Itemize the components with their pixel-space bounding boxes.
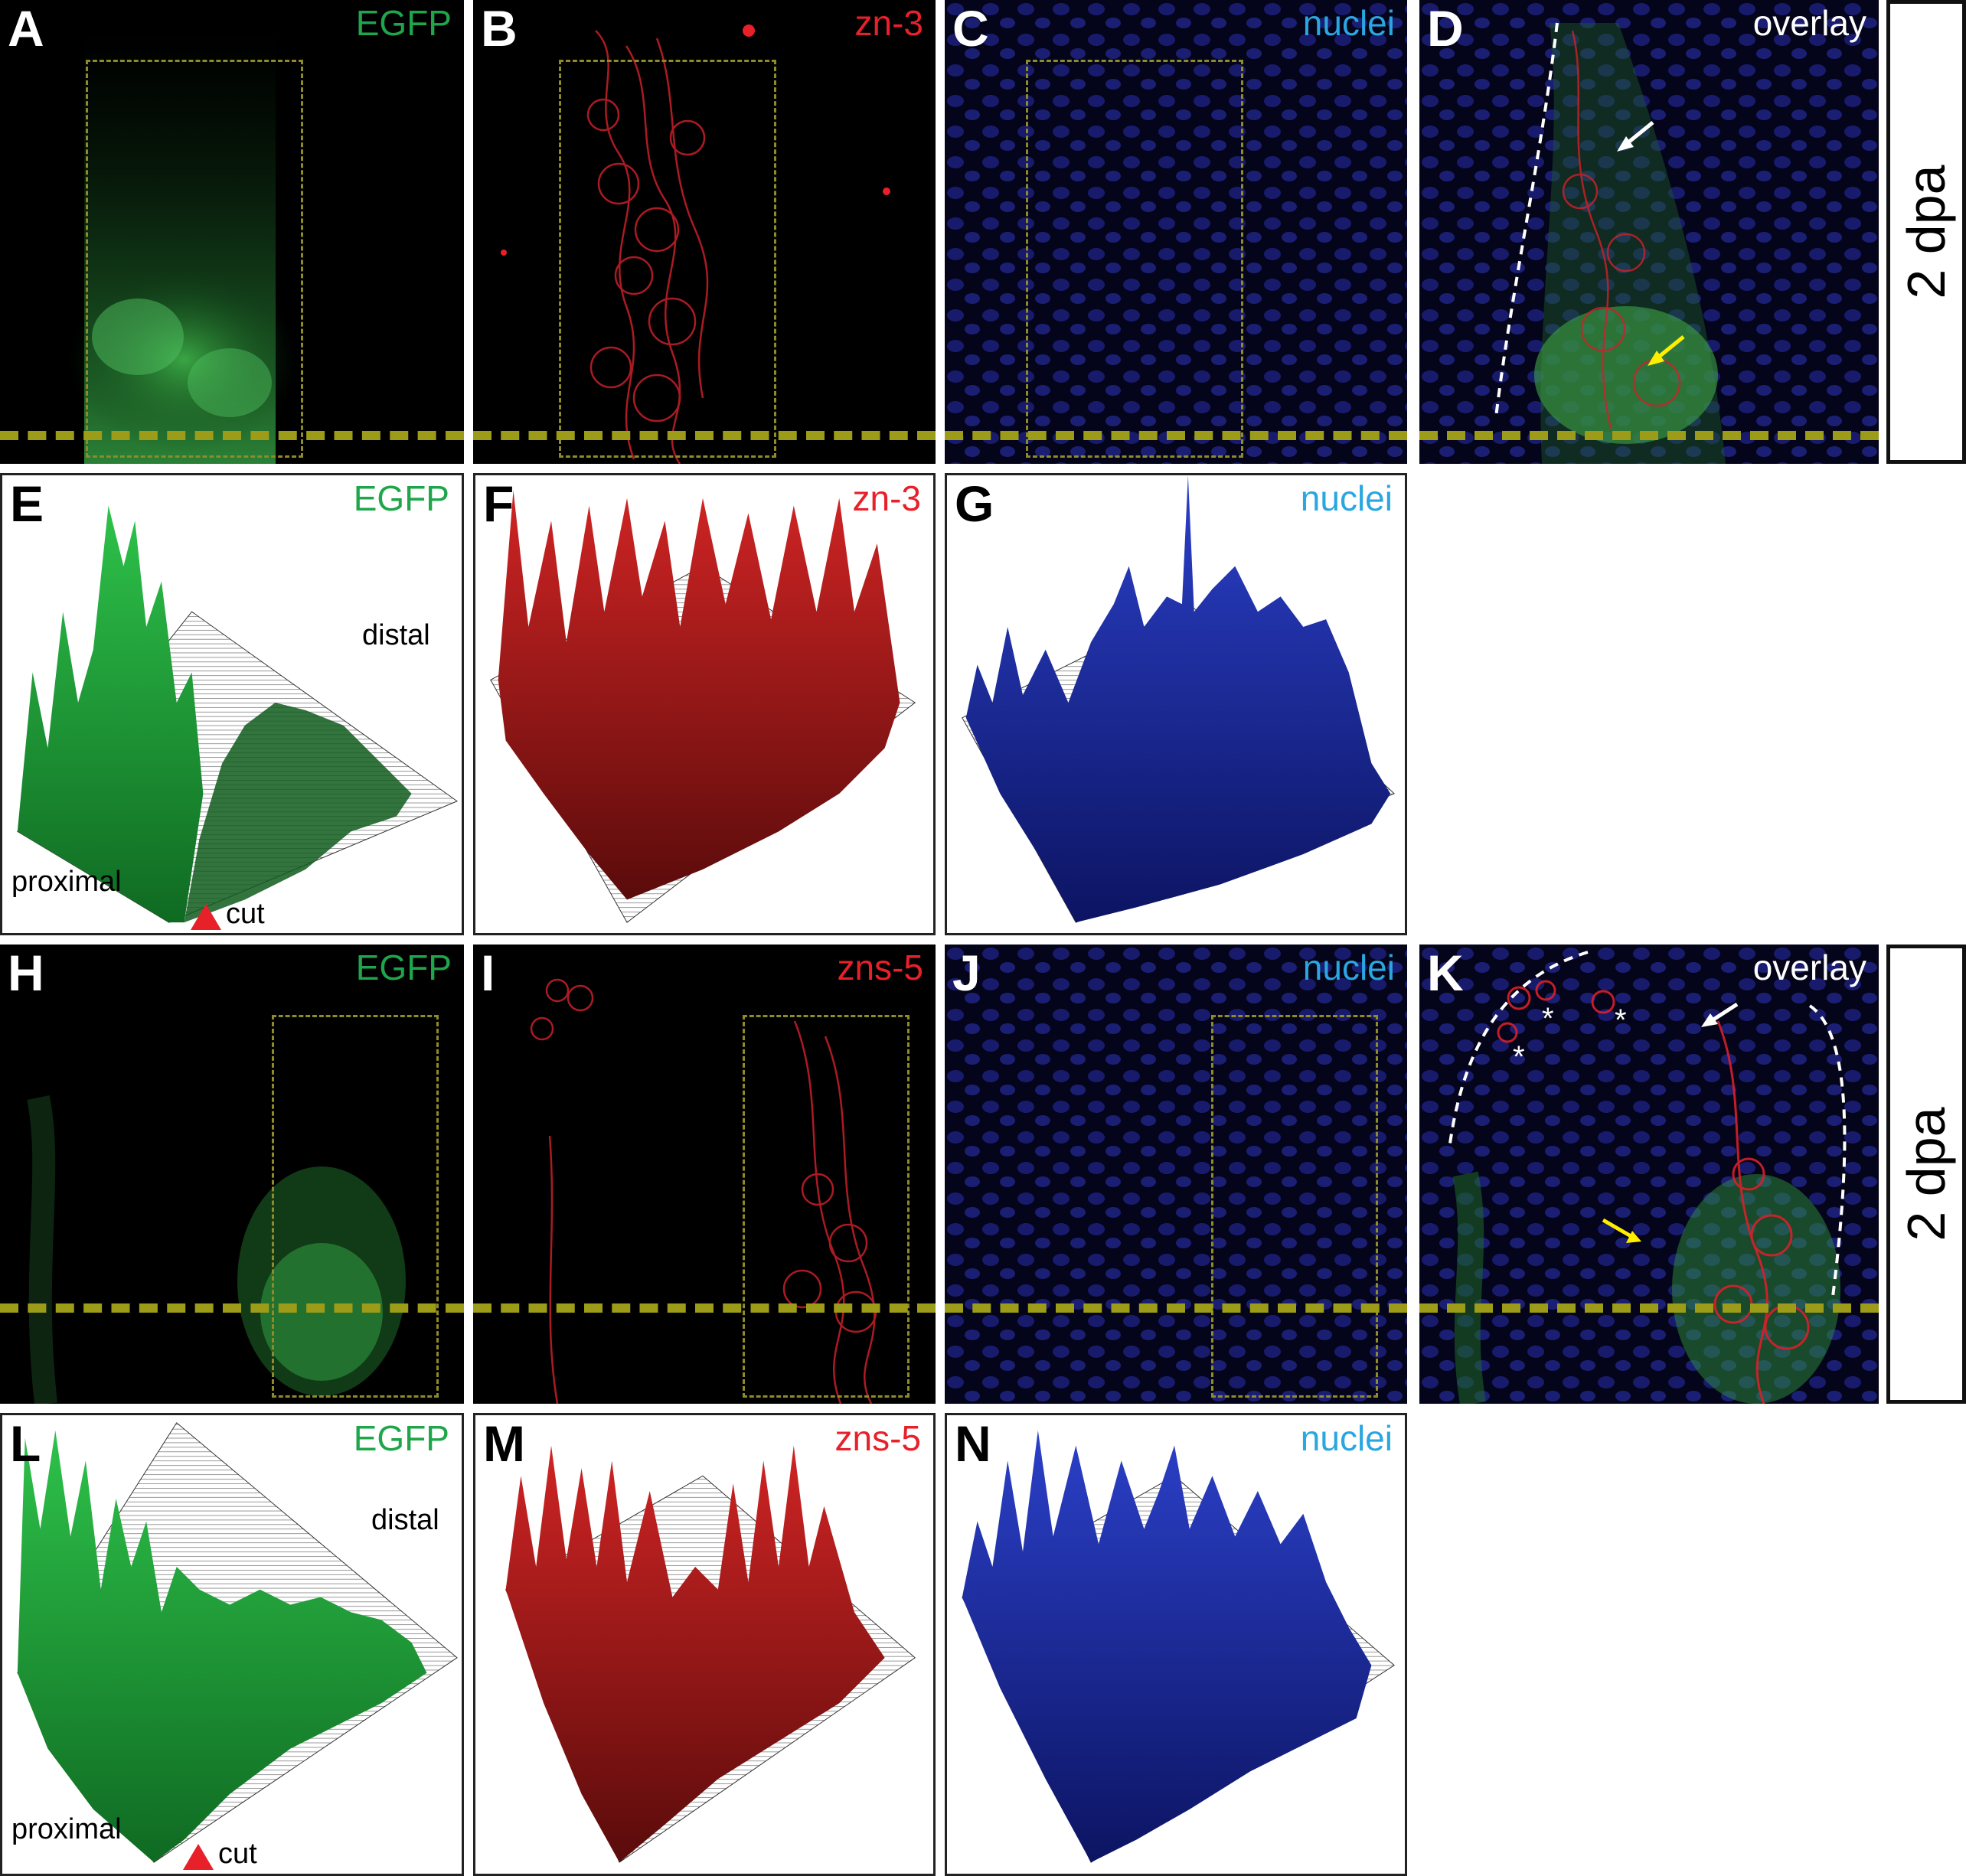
panel-letter: E bbox=[10, 475, 44, 532]
panel-m-zns5-surface-plot: M zns-5 bbox=[473, 1413, 936, 1876]
panel-letter: G bbox=[955, 475, 994, 532]
timepoint-label-text: 2 dpa bbox=[1896, 165, 1956, 299]
yellow-arrow-icon bbox=[1648, 335, 1685, 366]
channel-label-zn3: zn-3 bbox=[852, 478, 921, 518]
asterisk-marker: * bbox=[1513, 1040, 1525, 1074]
axis-label-proximal: proximal bbox=[11, 866, 122, 898]
channel-label-egfp: EGFP bbox=[353, 478, 449, 518]
panel-k-overlay-image: * * * K overlay bbox=[1419, 945, 1879, 1404]
amputation-plane-line bbox=[945, 1303, 1407, 1313]
nuclei-surface-plot bbox=[962, 1430, 1395, 1863]
channel-label-zn3: zn-3 bbox=[854, 3, 923, 43]
overlay-signal bbox=[1419, 0, 1879, 464]
cut-arrowhead-icon bbox=[183, 1844, 214, 1870]
overlay-signal: * * * bbox=[1419, 945, 1879, 1404]
amputation-plane-line bbox=[1419, 1303, 1879, 1313]
axis-label-distal: distal bbox=[371, 1504, 439, 1536]
panel-letter: C bbox=[952, 0, 989, 57]
white-arrow-icon bbox=[1617, 121, 1654, 152]
channel-label-egfp: EGFP bbox=[355, 3, 452, 43]
timepoint-label-text: 2 dpa bbox=[1896, 1107, 1956, 1241]
zns5-surface-plot bbox=[505, 1445, 916, 1863]
channel-label-nuclei: nuclei bbox=[1302, 3, 1395, 43]
region-of-interest-box bbox=[272, 1015, 439, 1398]
amputation-plane-line bbox=[0, 431, 464, 440]
channel-label-egfp: EGFP bbox=[353, 1418, 449, 1458]
amputation-plane-line bbox=[473, 1303, 936, 1313]
panel-letter: F bbox=[483, 475, 514, 532]
panel-l-egfp-surface-plot: L EGFP distal proximal cut bbox=[0, 1413, 464, 1876]
cut-label: cut bbox=[226, 898, 265, 930]
channel-label-zns5: zns-5 bbox=[837, 948, 923, 987]
channel-label-zns5: zns-5 bbox=[834, 1418, 921, 1458]
channel-label-overlay: overlay bbox=[1752, 3, 1866, 43]
nuclei-signal bbox=[945, 945, 1407, 1404]
region-of-interest-box bbox=[86, 60, 303, 458]
egfp-surface-plot bbox=[17, 505, 459, 923]
panel-letter: B bbox=[481, 0, 518, 57]
panel-letter: N bbox=[955, 1415, 991, 1472]
channel-label-nuclei: nuclei bbox=[1300, 478, 1393, 518]
panel-h-egfp-image: H EGFP bbox=[0, 945, 464, 1404]
amputation-plane-line bbox=[0, 1303, 464, 1313]
panel-e-egfp-surface-plot: E EGFP distal proximal cut bbox=[0, 473, 464, 935]
panel-letter: M bbox=[483, 1415, 525, 1472]
egfp-surface-plot bbox=[17, 1422, 458, 1863]
panel-letter: J bbox=[952, 945, 981, 1001]
panel-j-nuclei-image: J nuclei bbox=[945, 945, 1407, 1404]
panel-f-zn3-surface-plot: F zn-3 bbox=[473, 473, 936, 935]
white-arrow-icon bbox=[1701, 1002, 1739, 1027]
panel-letter: D bbox=[1427, 0, 1464, 57]
region-of-interest-box bbox=[743, 1015, 910, 1398]
panel-a-egfp-image: A EGFP bbox=[0, 0, 464, 464]
panel-letter: H bbox=[8, 945, 44, 1001]
panel-c-nuclei-image: C nuclei bbox=[945, 0, 1407, 464]
channel-label-nuclei: nuclei bbox=[1300, 1418, 1393, 1458]
asterisk-marker: * bbox=[1615, 1003, 1627, 1037]
timepoint-side-label: 2 dpa bbox=[1886, 945, 1966, 1404]
timepoint-side-label: 2 dpa bbox=[1886, 0, 1966, 464]
panel-d-overlay-image: D overlay bbox=[1419, 0, 1879, 464]
axis-label-distal: distal bbox=[362, 619, 430, 651]
channel-label-overlay: overlay bbox=[1752, 948, 1866, 987]
axis-label-proximal: proximal bbox=[11, 1813, 122, 1845]
zn3-signal bbox=[501, 24, 890, 464]
channel-label-nuclei: nuclei bbox=[1302, 948, 1395, 987]
asterisk-marker: * bbox=[1542, 1002, 1554, 1036]
panel-b-zn3-image: B zn-3 bbox=[473, 0, 936, 464]
channel-label-egfp: EGFP bbox=[355, 948, 452, 987]
panel-g-nuclei-surface-plot: G nuclei bbox=[945, 473, 1407, 935]
cut-arrowhead-icon bbox=[191, 904, 221, 930]
nuclei-signal bbox=[945, 0, 1407, 464]
panel-letter: A bbox=[8, 0, 44, 57]
panel-i-zns5-image: I zns-5 bbox=[473, 945, 936, 1404]
region-of-interest-box bbox=[559, 60, 776, 458]
yellow-arrow-icon bbox=[1602, 1218, 1641, 1243]
panel-n-nuclei-surface-plot: N nuclei bbox=[945, 1413, 1407, 1876]
region-of-interest-box bbox=[1211, 1015, 1378, 1398]
zn3-surface-plot bbox=[490, 490, 916, 923]
cut-label: cut bbox=[218, 1838, 257, 1870]
panel-letter: I bbox=[481, 945, 495, 1001]
panel-letter: L bbox=[10, 1415, 41, 1472]
nuclei-surface-plot bbox=[962, 475, 1396, 923]
amputation-plane-line bbox=[473, 431, 936, 440]
panel-letter: K bbox=[1427, 945, 1464, 1001]
amputation-plane-line bbox=[1419, 431, 1879, 440]
region-of-interest-box bbox=[1026, 60, 1243, 458]
egfp-signal bbox=[69, 31, 299, 464]
amputation-plane-line bbox=[945, 431, 1407, 440]
zns5-signal bbox=[530, 978, 877, 1404]
